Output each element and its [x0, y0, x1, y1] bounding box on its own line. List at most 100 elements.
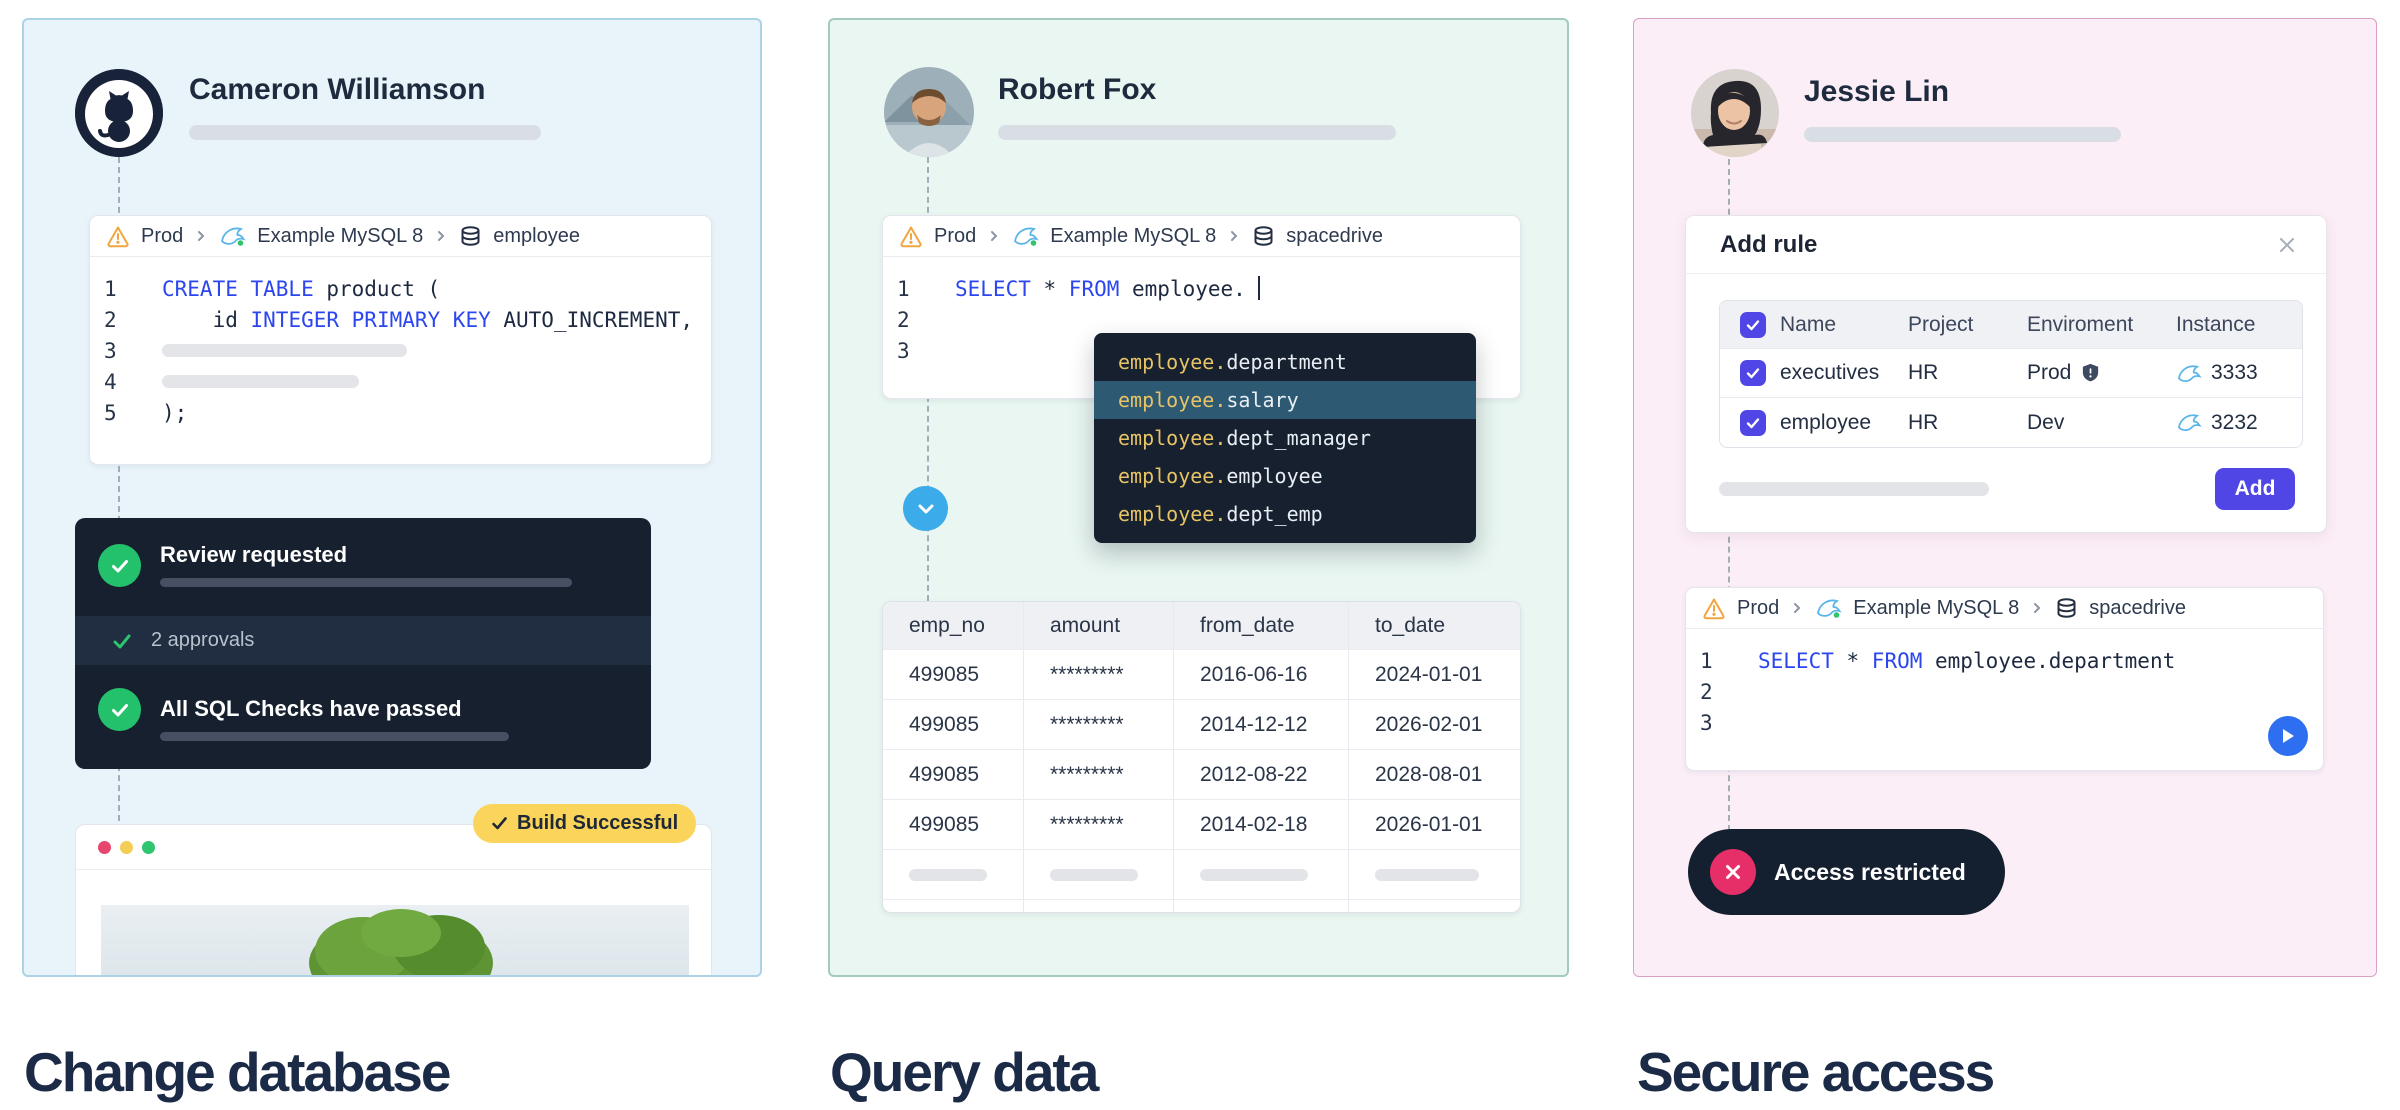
- line-number: 2: [1700, 679, 1713, 704]
- checkbox-checked[interactable]: [1740, 311, 1766, 338]
- run-query-button[interactable]: [2268, 716, 2308, 756]
- play-icon: [2283, 729, 2294, 743]
- close-dot-icon[interactable]: [98, 840, 111, 854]
- breadcrumb: Prod Example MySQL 8 spacedrive: [883, 216, 1520, 257]
- line-number: 1: [1700, 648, 1713, 673]
- code-area[interactable]: 1 SELECT * FROM employee. 2 3: [883, 257, 1520, 366]
- maximize-dot-icon[interactable]: [142, 840, 155, 854]
- add-button[interactable]: Add: [2215, 468, 2295, 510]
- breadcrumb-connection[interactable]: Example MySQL 8: [1050, 224, 1217, 247]
- database-icon: [461, 225, 480, 246]
- dialog-title: Add rule: [1720, 230, 1818, 258]
- rule-instance: 3232: [2176, 410, 2258, 435]
- minimize-dot-icon[interactable]: [120, 840, 133, 854]
- column-header[interactable]: to_date: [1375, 613, 1446, 637]
- warning-icon: [107, 226, 129, 248]
- breadcrumb-env[interactable]: Prod: [141, 224, 184, 247]
- chevron-right-icon: [198, 231, 205, 241]
- breadcrumb-env[interactable]: Prod: [1737, 596, 1780, 619]
- code-placeholder: [162, 375, 359, 388]
- column-header[interactable]: emp_no: [883, 602, 1024, 649]
- avatar-photo: [1691, 69, 1779, 157]
- user-avatar: [884, 67, 974, 157]
- rule-instance: 3333: [2176, 361, 2258, 386]
- table-row: 499085 ********* 2012-08-22 2028-08-01: [883, 750, 1520, 800]
- code-area[interactable]: 1 SELECT * FROM employee.department 2 3: [1686, 629, 2323, 738]
- table-cell: 2014-12-12: [1174, 700, 1349, 749]
- mysql-dolphin-icon: [1817, 599, 1842, 618]
- checkbox-checked[interactable]: [1740, 360, 1766, 386]
- table-row: 499085 ********* 2014-12-12 2026-02-01: [883, 700, 1520, 750]
- mysql-dolphin-icon: [1014, 227, 1039, 246]
- table-cell: 2028-08-01: [1375, 762, 1483, 786]
- tree-illustration: [309, 909, 493, 975]
- panel-change-database: Cameron Williamson Prod Example MySQL 8: [22, 18, 762, 977]
- denied-icon: [1710, 849, 1756, 895]
- column-header[interactable]: amount: [1024, 602, 1174, 649]
- line-number: 1: [104, 276, 117, 301]
- table-row: 499085 ********* 2014-02-18 2026-01-01: [883, 800, 1520, 850]
- autocomplete-item[interactable]: employee. dept_emp: [1118, 502, 1323, 526]
- rule-row: employee HR Dev 3232: [1720, 398, 2302, 447]
- autocomplete-item[interactable]: employee. dept_manager: [1118, 426, 1371, 450]
- checks-passed-label: All SQL Checks have passed: [160, 696, 462, 721]
- rule-project: HR: [1908, 410, 1939, 434]
- code-line: SELECT * FROM employee.: [955, 276, 1261, 301]
- rule-project: HR: [1908, 361, 1939, 384]
- breadcrumb-database[interactable]: spacedrive: [1286, 224, 1383, 247]
- avatar-photo: [884, 67, 974, 157]
- review-title: Review requested: [160, 542, 348, 567]
- autocomplete-item[interactable]: employee. employee: [1118, 464, 1323, 488]
- breadcrumb-database[interactable]: spacedrive: [2089, 596, 2186, 619]
- scroll-down-button[interactable]: [903, 486, 948, 531]
- review-placeholder: [160, 732, 509, 741]
- line-number: 3: [104, 338, 117, 363]
- code-line: );: [162, 400, 188, 425]
- table-row: 499085 ********* 2016-06-16 2024-01-01: [883, 650, 1520, 700]
- subtitle-placeholder: [1804, 127, 2121, 142]
- code-placeholder: [162, 344, 407, 357]
- table-cell: 499085: [883, 800, 1024, 849]
- breadcrumb: Prod Example MySQL 8 spacedrive: [1686, 588, 2323, 629]
- table-row-partial: [883, 900, 1520, 912]
- line-number: 3: [897, 338, 910, 363]
- user-name: Robert Fox: [998, 73, 1157, 106]
- breadcrumb-database[interactable]: employee: [493, 224, 580, 247]
- rule-name: executives: [1780, 361, 1880, 384]
- table-cell: 2026-02-01: [1375, 712, 1483, 736]
- rule-row: executives HR Prod 3333: [1720, 349, 2302, 398]
- chevron-down-icon: [918, 504, 933, 513]
- column-header[interactable]: from_date: [1174, 602, 1349, 649]
- user-avatar: [1691, 69, 1779, 157]
- github-avatar: [75, 69, 163, 157]
- autocomplete-item[interactable]: employee. department: [1118, 350, 1347, 374]
- breadcrumb-connection[interactable]: Example MySQL 8: [257, 224, 424, 247]
- table-cell: 2016-06-16: [1174, 650, 1349, 699]
- chevron-right-icon: [438, 231, 445, 241]
- breadcrumb-env[interactable]: Prod: [934, 224, 977, 247]
- caption-change-database: Change database: [24, 1041, 451, 1103]
- column-header[interactable]: Project: [1908, 312, 1974, 336]
- column-header[interactable]: Name: [1780, 312, 1837, 336]
- build-success-badge: Build Successful: [473, 804, 697, 843]
- column-header[interactable]: Instance: [2176, 312, 2256, 336]
- table-cell: 2014-02-18: [1174, 800, 1349, 849]
- text-cursor: [1258, 276, 1261, 300]
- autocomplete-item-selected[interactable]: employee. salary: [1094, 381, 1476, 419]
- table-cell: 499085: [883, 650, 1024, 699]
- checkbox-checked[interactable]: [1740, 409, 1766, 436]
- code-area[interactable]: 1 CREATE TABLE product ( 2 id INTEGER PRI…: [90, 257, 711, 428]
- table-cell: 2026-01-01: [1375, 812, 1483, 836]
- review-placeholder: [160, 578, 572, 587]
- dialog-header: Add rule: [1686, 216, 2326, 274]
- add-rule-dialog: Add rule Name Project Enviroment Instanc…: [1685, 215, 2327, 533]
- panel-secure-access: Jessie Lin Add rule Name Project Envirom…: [1633, 18, 2377, 977]
- warning-icon: [1703, 598, 1725, 620]
- code-line: CREATE TABLE product (: [162, 276, 441, 301]
- check-circle-icon: [98, 688, 141, 731]
- breadcrumb-connection[interactable]: Example MySQL 8: [1853, 596, 2020, 619]
- line-number: 5: [104, 400, 117, 425]
- close-icon[interactable]: [2276, 234, 2298, 256]
- column-header[interactable]: Enviroment: [2027, 312, 2134, 336]
- line-number: 1: [897, 276, 910, 301]
